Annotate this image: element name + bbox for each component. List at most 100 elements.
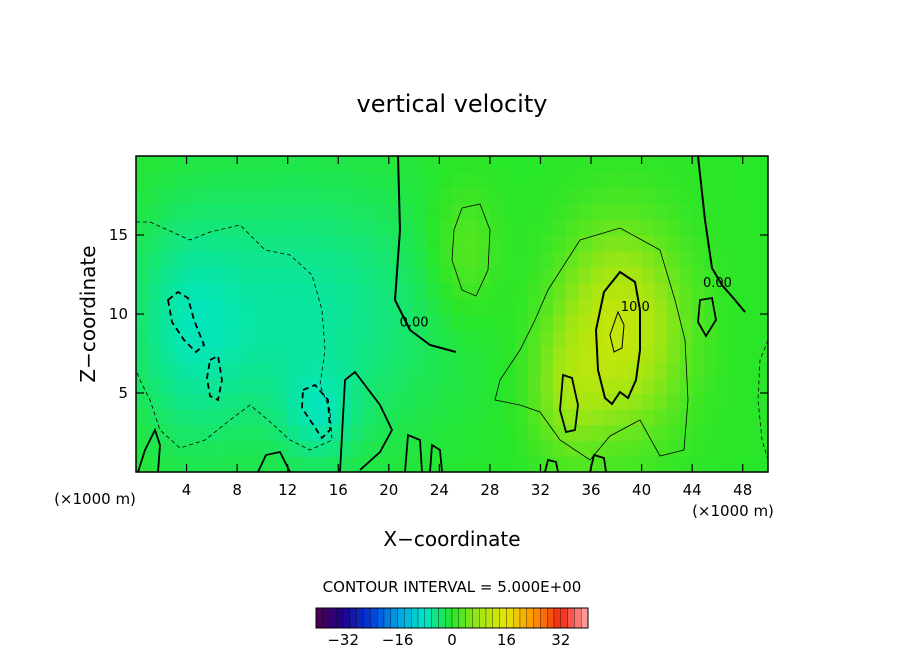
- field-cell: [262, 456, 276, 472]
- contour-labels: 0.00 10.0 0.00: [400, 276, 732, 331]
- field-cell: [376, 250, 390, 268]
- field-cell: [414, 219, 428, 236]
- field-cell: [414, 235, 428, 252]
- field-cell: [338, 156, 352, 173]
- field-cell: [312, 440, 327, 457]
- field-cell: [338, 171, 352, 189]
- field-cell: [591, 408, 605, 426]
- field-cell: [452, 408, 466, 426]
- field-cell: [363, 187, 377, 204]
- field-cell: [527, 345, 542, 362]
- field-cell: [464, 345, 478, 362]
- field-cell: [211, 171, 226, 189]
- field-cell: [350, 329, 365, 347]
- field-cell: [300, 440, 314, 457]
- field-cell: [401, 456, 415, 472]
- field-cell: [173, 361, 188, 378]
- field-cell: [211, 282, 226, 299]
- field-cell: [553, 424, 567, 441]
- field-cell: [730, 187, 744, 204]
- colorbar-cell: [472, 607, 480, 629]
- field-cell: [136, 203, 150, 220]
- x-tick-label: 24: [430, 481, 449, 499]
- field-cell: [666, 345, 681, 362]
- field-cell: [641, 377, 655, 394]
- field-cell: [679, 456, 693, 472]
- field-cell: [692, 250, 706, 268]
- colorbar-cells: [315, 607, 589, 629]
- field-cell: [578, 187, 592, 204]
- field-cell: [287, 298, 301, 315]
- field-cell: [540, 314, 554, 331]
- contour-10-updraft: [594, 270, 641, 406]
- field-cell: [262, 187, 276, 204]
- field-cell: [540, 219, 554, 236]
- field-cell: [464, 408, 478, 426]
- field-cell: [553, 250, 567, 268]
- field-cell: [148, 235, 162, 252]
- field-cell: [401, 393, 415, 410]
- field-cell: [363, 235, 377, 252]
- field-cell: [350, 203, 365, 220]
- field-cell: [161, 219, 175, 236]
- field-cell: [452, 440, 466, 457]
- field-cell: [376, 424, 390, 441]
- field-cell: [199, 171, 213, 189]
- field-cell: [477, 156, 491, 173]
- field-cell: [730, 219, 744, 236]
- field-cell: [287, 203, 301, 220]
- field-cell: [603, 250, 617, 268]
- field-cell: [742, 456, 756, 472]
- field-cell: [603, 345, 617, 362]
- field-cell: [540, 377, 554, 394]
- field-cell: [186, 298, 200, 315]
- field-cell: [477, 298, 491, 315]
- field-cell: [489, 282, 504, 299]
- field-cell: [325, 393, 339, 410]
- x-tick-label: 20: [379, 481, 398, 499]
- field-cell: [527, 361, 542, 378]
- field-cell: [704, 219, 719, 236]
- field-cell: [414, 203, 428, 220]
- field-cell: [616, 250, 630, 268]
- x-tick-label: 12: [278, 481, 297, 499]
- x-tick-label: 32: [531, 481, 550, 499]
- field-cell: [275, 171, 289, 189]
- field-cell: [136, 250, 150, 268]
- field-cell: [679, 235, 693, 252]
- field-cell: [692, 203, 706, 220]
- field-cell: [199, 235, 213, 252]
- field-cell: [616, 187, 630, 204]
- field-cell: [414, 345, 428, 362]
- colorbar-cell: [397, 607, 405, 629]
- field-cell: [148, 298, 162, 315]
- field-cell: [679, 171, 693, 189]
- field-cell: [489, 345, 504, 362]
- field-cell: [540, 298, 554, 315]
- field-cell: [224, 156, 238, 173]
- field-cell: [161, 393, 175, 410]
- field-cell: [477, 203, 491, 220]
- field-cell: [414, 250, 428, 268]
- field-cell: [616, 440, 630, 457]
- field-cell: [591, 424, 605, 441]
- field-cell: [161, 456, 175, 472]
- field-cell: [312, 424, 327, 441]
- field-cell: [312, 156, 327, 173]
- field-cell: [325, 203, 339, 220]
- field-cell: [730, 298, 744, 315]
- field-cell: [477, 424, 491, 441]
- field-cell: [287, 171, 301, 189]
- colorbar-cell: [445, 607, 453, 629]
- field-cell: [591, 282, 605, 299]
- field-cell: [717, 250, 731, 268]
- field-cell: [603, 266, 617, 283]
- field-cell: [350, 282, 365, 299]
- field-cell: [275, 250, 289, 268]
- x-unit-left: (×1000 m): [54, 490, 136, 508]
- field-cell: [426, 456, 440, 472]
- field-cell: [249, 329, 263, 347]
- field-cell: [730, 203, 744, 220]
- x-axis-label: X−coordinate: [383, 527, 520, 551]
- field-cell: [312, 329, 327, 347]
